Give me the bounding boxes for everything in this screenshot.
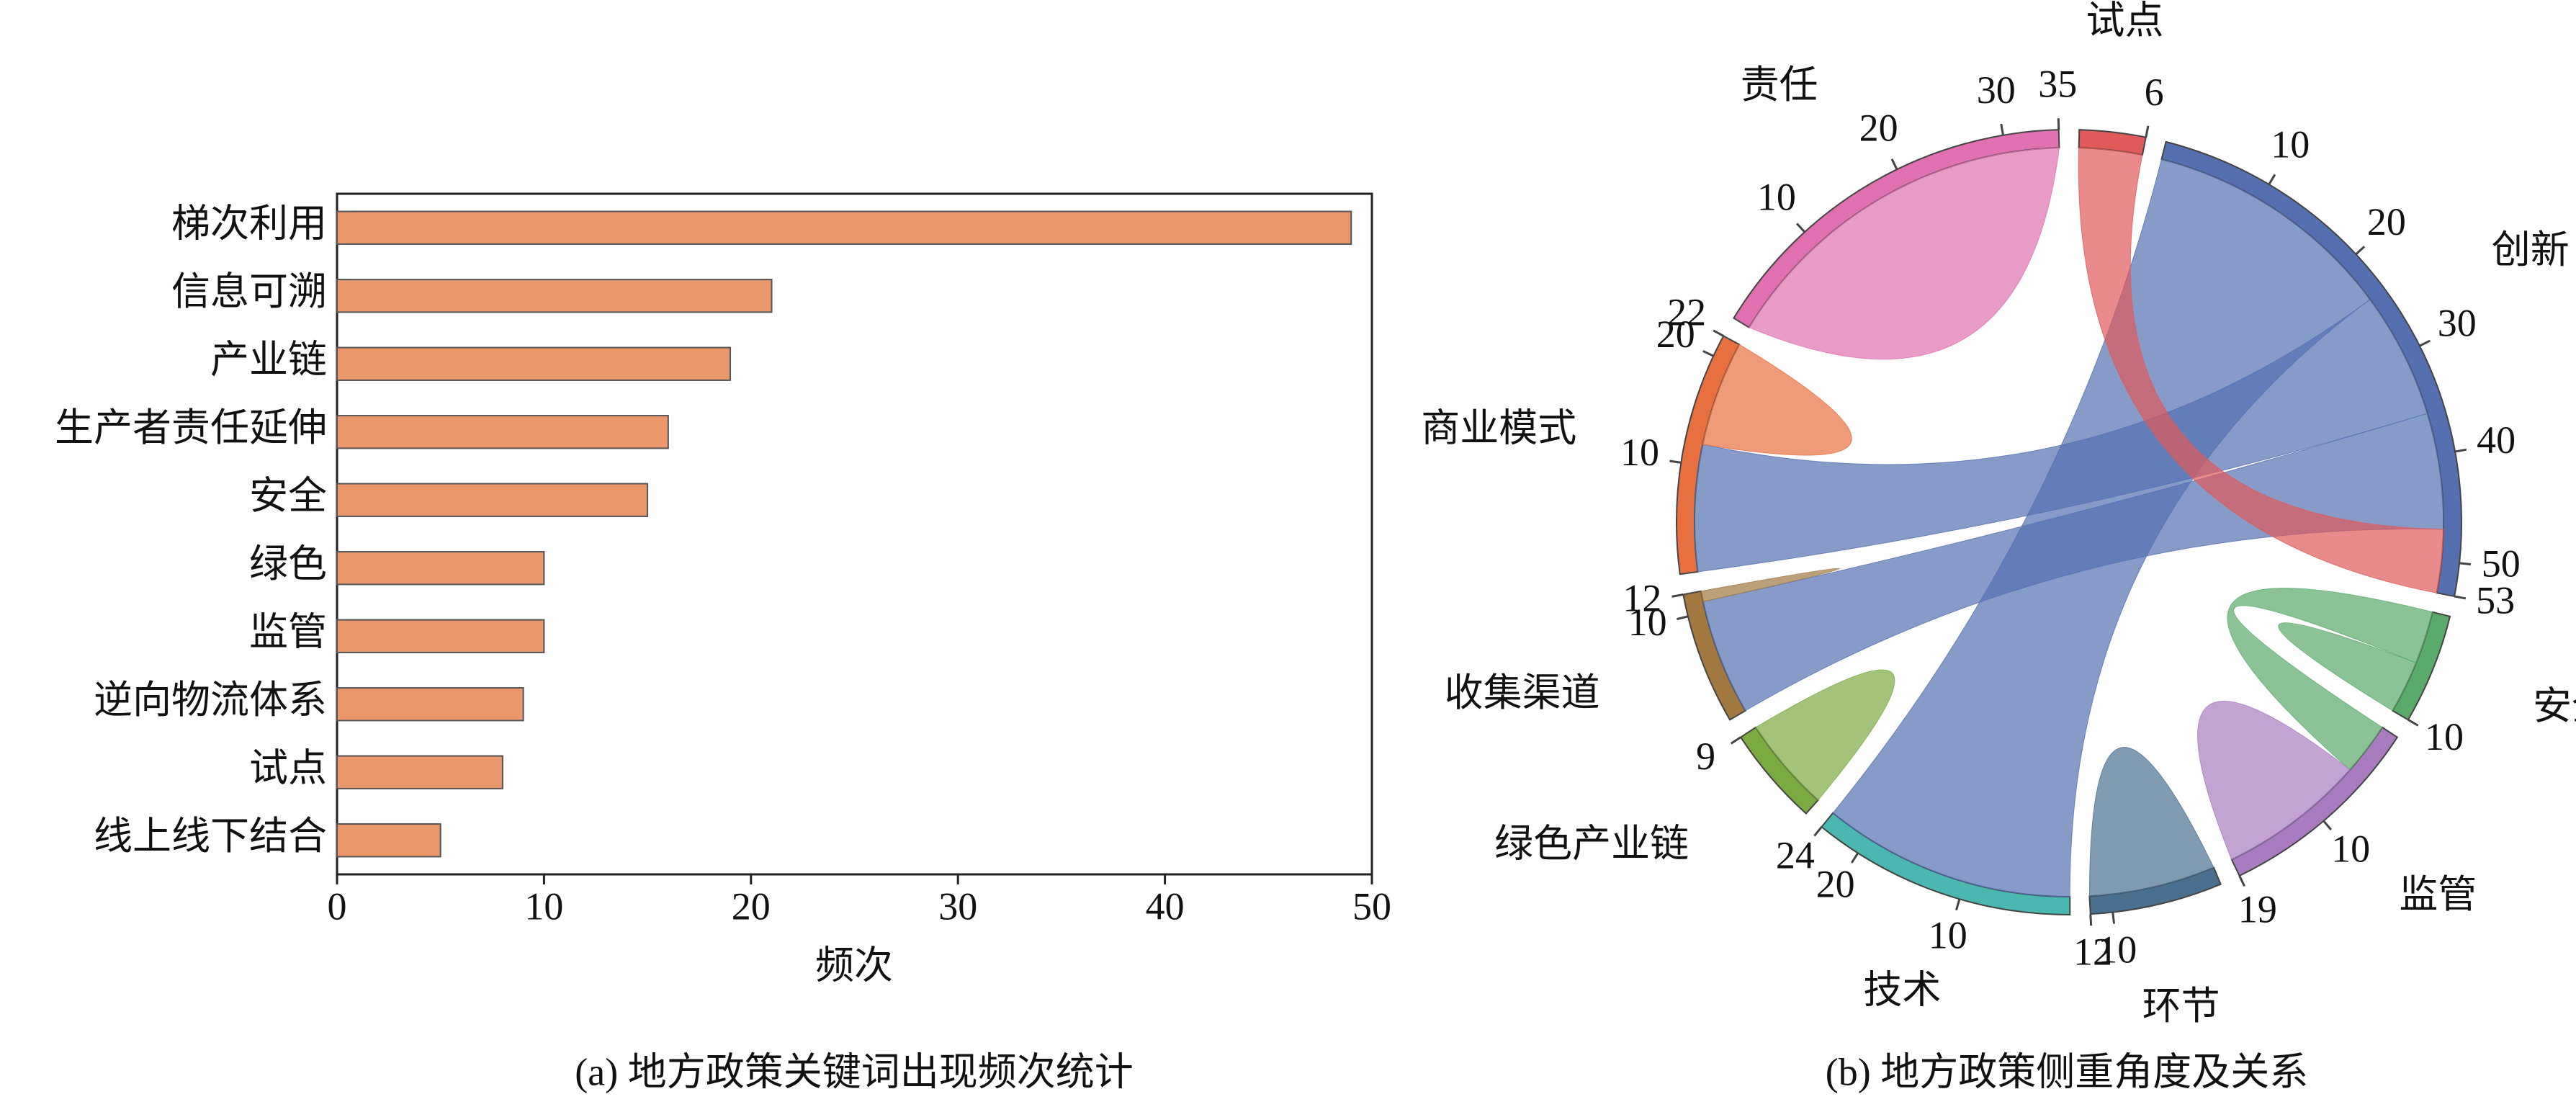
bar bbox=[336, 279, 773, 313]
y-tick-label: 产业链 bbox=[210, 339, 327, 382]
x-tick-label: 10 bbox=[524, 884, 563, 928]
y-tick-label: 线上线下结合 bbox=[94, 815, 327, 858]
group-tick bbox=[1955, 898, 1961, 911]
group-tick-label: 30 bbox=[1977, 68, 2016, 112]
group-label: 绿色产业链 bbox=[1494, 822, 1689, 865]
group-tick bbox=[1671, 593, 1684, 598]
group-tick bbox=[2000, 123, 2004, 135]
x-tick-label: 50 bbox=[1352, 884, 1391, 928]
group-tick bbox=[1796, 223, 1806, 233]
group-tick-label: 19 bbox=[2238, 888, 2277, 931]
group-tick-label: 10 bbox=[2425, 715, 2464, 758]
x-tick-label: 20 bbox=[732, 884, 771, 928]
x-axis-label: 频次 bbox=[815, 944, 893, 987]
group-tick-label: 10 bbox=[1757, 176, 1796, 219]
x-tick-label: 40 bbox=[1146, 884, 1185, 928]
x-tick-label: 30 bbox=[938, 884, 977, 928]
group-tick bbox=[2419, 339, 2431, 347]
chord bbox=[1700, 568, 1840, 602]
group-tick-label: 6 bbox=[2145, 71, 2164, 114]
group-tick bbox=[2407, 719, 2419, 727]
group-label: 收集渠道 bbox=[1445, 671, 1600, 714]
y-tick-label: 逆向物流体系 bbox=[94, 678, 327, 722]
group-tick-label: 40 bbox=[2477, 418, 2516, 462]
group-tick-label: 10 bbox=[2098, 928, 2137, 972]
bar bbox=[336, 210, 1352, 245]
group-label: 环节 bbox=[2142, 985, 2220, 1028]
y-tick-label: 梯次利用 bbox=[171, 202, 327, 246]
group-label: 创新 bbox=[2492, 228, 2570, 272]
group-tick-label: 10 bbox=[1628, 601, 1667, 644]
x-tick-label: 0 bbox=[328, 884, 347, 928]
group-tick bbox=[1677, 615, 1689, 621]
group-label: 试点 bbox=[2086, 0, 2163, 42]
bar bbox=[336, 823, 441, 858]
y-tick-label: 信息可溯 bbox=[171, 270, 327, 313]
bar bbox=[336, 483, 649, 517]
group-tick bbox=[2454, 595, 2467, 600]
plot-frame bbox=[336, 192, 1373, 876]
group-tick bbox=[1890, 158, 1898, 170]
bar bbox=[336, 551, 545, 586]
group-tick-label: 20 bbox=[1816, 863, 1855, 906]
chord bbox=[1702, 344, 1852, 456]
group-tick-label: 20 bbox=[1859, 106, 1898, 149]
group-tick-label: 30 bbox=[2438, 302, 2477, 345]
group-tick-label: 12 bbox=[1623, 577, 1661, 620]
group-label: 商业模式 bbox=[1421, 407, 1576, 450]
chord bbox=[1755, 669, 1895, 801]
bar bbox=[336, 619, 545, 653]
group-tick-label: 35 bbox=[2038, 63, 2077, 106]
bar bbox=[336, 346, 732, 381]
group-label: 监管 bbox=[2399, 873, 2477, 916]
y-tick-label: 监管 bbox=[249, 611, 327, 654]
chord bbox=[1749, 147, 2060, 360]
group-tick-label: 24 bbox=[1776, 834, 1815, 877]
caption: (a) 地方政策关键词出现频次统计 bbox=[575, 1050, 1133, 1093]
bar bbox=[336, 755, 503, 789]
y-tick-label: 绿色 bbox=[249, 542, 327, 586]
group-tick-label: 10 bbox=[2331, 827, 2370, 870]
group-tick bbox=[1730, 736, 1741, 745]
group-tick-label: 20 bbox=[1656, 313, 1695, 356]
group-tick bbox=[1702, 350, 1714, 357]
group-tick bbox=[2268, 174, 2276, 185]
group-tick bbox=[2459, 562, 2472, 565]
chord bbox=[2278, 622, 2417, 712]
group-tick bbox=[1850, 852, 1859, 864]
group-tick-label: 10 bbox=[2271, 123, 2310, 166]
group-tick-label: 20 bbox=[2367, 200, 2406, 243]
group-tick bbox=[1713, 329, 1724, 337]
chord bbox=[2088, 747, 2214, 897]
group-label: 责任 bbox=[1741, 63, 1818, 107]
group-tick bbox=[2355, 246, 2366, 256]
bar bbox=[336, 687, 524, 722]
chord bbox=[2197, 700, 2351, 861]
group-tick bbox=[2145, 125, 2150, 138]
group-tick bbox=[1813, 826, 1823, 837]
group-label: 技术 bbox=[1863, 969, 1941, 1012]
y-tick-label: 生产者责任延伸 bbox=[55, 406, 327, 449]
chord bbox=[2227, 588, 2433, 771]
group-tick-label: 50 bbox=[2482, 542, 2521, 585]
caption: (b) 地方政策侧重角度及关系 bbox=[1826, 1050, 2308, 1093]
group-tick bbox=[2238, 875, 2245, 887]
group-tick-label: 53 bbox=[2476, 578, 2515, 622]
y-tick-label: 安全 bbox=[249, 475, 327, 518]
group-tick-label: 22 bbox=[1667, 290, 1706, 333]
group-tick-label: 9 bbox=[1696, 735, 1715, 778]
group-tick-label: 10 bbox=[1929, 913, 1967, 956]
group-tick bbox=[2111, 912, 2116, 924]
group-tick bbox=[2323, 820, 2333, 830]
group-tick-label: 10 bbox=[1620, 431, 1659, 474]
chord bbox=[2078, 147, 2444, 593]
bar bbox=[336, 415, 669, 449]
group-tick bbox=[1669, 460, 1682, 464]
group-tick-label: 12 bbox=[2073, 930, 2112, 973]
y-tick-label: 试点 bbox=[249, 747, 327, 790]
group-tick bbox=[2454, 448, 2467, 453]
group-label: 安全 bbox=[2533, 684, 2576, 727]
